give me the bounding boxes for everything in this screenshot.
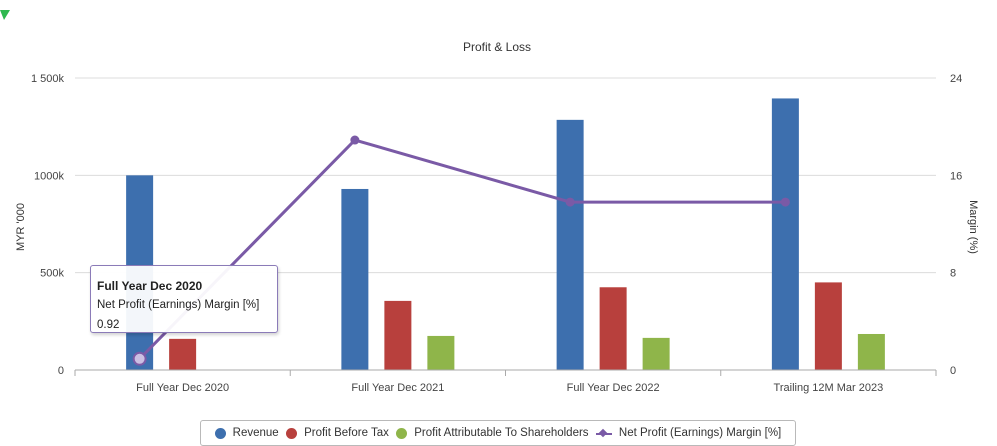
- margin-line-series: [132, 135, 790, 366]
- tooltip: Full Year Dec 2020 Net Profit (Earnings)…: [90, 265, 278, 333]
- margin-point: [780, 197, 790, 207]
- bar-series: [126, 98, 885, 370]
- margin-point-highlighted: [132, 351, 147, 366]
- bar-profit-before-tax: [169, 338, 197, 370]
- legend-swatch-profit-attributable: [396, 427, 408, 439]
- bar-revenue: [771, 98, 799, 370]
- chart-title: Profit & Loss: [463, 40, 531, 54]
- bar-profit-before-tax: [814, 282, 842, 370]
- category-label: Full Year Dec 2021: [351, 382, 444, 394]
- tooltip-label: Net Profit (Earnings) Margin [%]: [97, 299, 260, 312]
- category-label: Full Year Dec 2020: [136, 382, 229, 394]
- bar-profit-attributable: [427, 335, 455, 370]
- bar-profit-before-tax: [384, 300, 412, 370]
- left-tick-label: 1 500k: [31, 73, 65, 85]
- legend-label-profit-before-tax: Profit Before Tax: [304, 427, 389, 439]
- right-tick-label: 0: [950, 365, 956, 377]
- left-axis-title: MYR '000: [15, 203, 27, 251]
- legend-swatch-revenue: [214, 427, 226, 439]
- legend-item-net-margin[interactable]: Net Profit (Earnings) Margin [%]: [595, 427, 782, 439]
- bar-revenue: [556, 119, 584, 370]
- bar-profit-attributable: [642, 337, 670, 370]
- axes: 0 500k 1000k 1 500k 0 8 16 24 Full Year Dec 2020…: [31, 73, 962, 394]
- tooltip-body: Net Profit (Earnings) Margin [%] 0.92: [97, 296, 277, 335]
- bar-revenue: [341, 188, 369, 370]
- legend-item-profit-before-tax[interactable]: Profit Before Tax: [286, 427, 389, 439]
- legend-label-net-margin: Net Profit (Earnings) Margin [%]: [618, 427, 782, 439]
- category-label: Full Year Dec 2022: [567, 382, 660, 394]
- left-tick-label: 0: [58, 365, 64, 377]
- legend-swatch-profit-before-tax: [286, 427, 298, 439]
- right-axis-title: Margin (%): [967, 200, 979, 254]
- legend-swatch-net-margin: [595, 428, 612, 439]
- legend-label-profit-attributable: Profit Attributable To Shareholders: [414, 427, 589, 439]
- chart-legend: Revenue Profit Before Tax Profit Attribu…: [200, 420, 796, 446]
- tooltip-value: 0.92: [97, 318, 120, 331]
- bar-profit-attributable: [857, 333, 885, 370]
- category-label: Trailing 12M Mar 2023: [774, 382, 884, 394]
- right-tick-label: 16: [950, 170, 962, 182]
- legend-label-revenue: Revenue: [232, 427, 279, 439]
- left-tick-label: 1000k: [34, 170, 64, 182]
- margin-point: [350, 135, 360, 145]
- left-tick-label: 500k: [40, 268, 64, 280]
- tooltip-title: Full Year Dec 2020: [97, 279, 203, 293]
- corner-mark: [0, 10, 10, 20]
- right-tick-label: 8: [950, 268, 956, 280]
- right-tick-label: 24: [950, 73, 962, 85]
- bar-profit-before-tax: [599, 287, 627, 370]
- legend-item-profit-attributable[interactable]: Profit Attributable To Shareholders: [396, 427, 589, 439]
- margin-line: [138, 138, 786, 360]
- margin-point: [565, 197, 575, 207]
- legend-item-revenue[interactable]: Revenue: [214, 427, 279, 439]
